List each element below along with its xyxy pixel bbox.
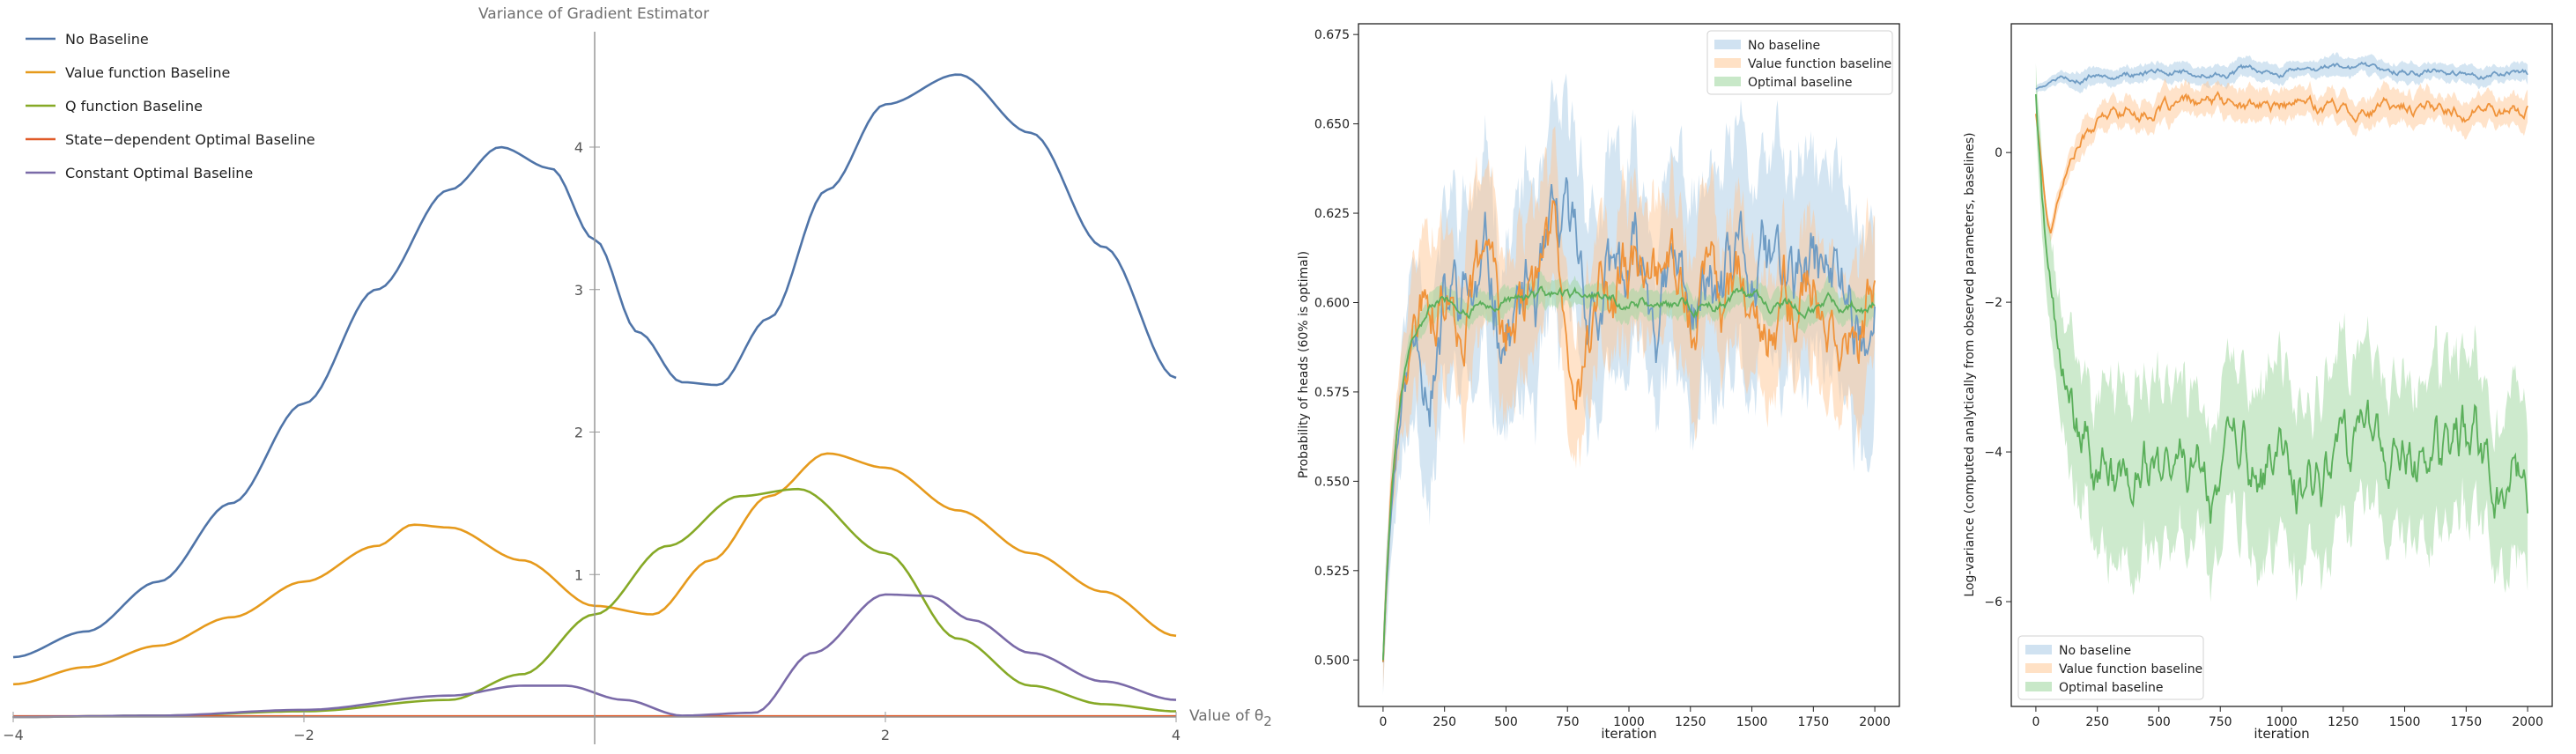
p3-legend-label: No baseline [2059,644,2131,658]
chart1-ytick-label: 2 [574,425,583,441]
p2-xtick-label: 250 [1432,715,1456,729]
chart1-xtick-label: 4 [1172,727,1181,743]
panel-probability-heads: 0 250 500 750 1000 1250 1500 1750 2000 0.500 0.525… [1297,23,1900,742]
p2-ytick-label: 0.500 [1314,654,1350,668]
chart2-legend: No baseline Value function baseline Optima… [1706,30,1893,95]
p3-xtick-label: 1500 [2389,715,2421,729]
p3-xtick-label: 0 [2032,715,2039,729]
p2-xtick-label: 1250 [1675,715,1706,729]
chart3-legend: No baseline Value function baseline Optima… [2017,635,2204,700]
chart1-xlabel-sub: 2 [1263,713,1272,729]
p2-legend-swatch [1714,40,1741,49]
p2-line-value-function-baseline [1382,200,1876,662]
p2-band-no-baseline [1382,73,1876,695]
chart1-legend: No Baseline Value function Baseline Q func… [26,31,315,181]
p3-line-no-baseline [2035,61,2528,90]
chart1-ticks: −4 −2 2 4 1 2 3 4 [3,139,1181,743]
p2-ytick-label: 0.675 [1314,28,1350,42]
p2-ytick-label: 0.625 [1314,207,1350,221]
chart1-xlabel-main: Value of θ [1189,707,1263,725]
panel-variance-gradient: Variance of Gradient Estimator −4 −2 2 4 1 2 3… [3,5,1272,744]
p3-line-value-function-baseline [2035,91,2528,234]
p3-ytick-label: 0 [1995,146,2002,160]
p3-xtick-label: 500 [2147,715,2171,729]
p2-legend-label: Value function baseline [1748,57,1891,71]
chart2-bands [1382,73,1876,695]
p3-xtick-label: 1000 [2266,715,2298,729]
p2-ytick-label: 0.650 [1314,118,1350,132]
p3-legend-swatch [2025,645,2052,654]
p2-legend-label: No baseline [1748,39,1820,53]
p2-legend-box [1706,30,1893,95]
p3-band-value-function-baseline [2035,78,2528,242]
p2-ytick-label: 0.550 [1314,475,1350,489]
chart2-xlabel: iteration [1601,726,1656,742]
p3-legend-swatch [2025,682,2052,691]
p2-line-optimal-baseline [1382,285,1876,661]
p3-legend-label: Optimal baseline [2059,681,2163,695]
chart3-xlabel: iteration [2254,726,2309,742]
chart3-lines [2035,61,2528,524]
chart2-ticks: 0 250 500 750 1000 1250 1500 1750 2000 0.500 0.525… [1314,28,1891,729]
p2-ytick-label: 0.575 [1314,386,1350,400]
chart1-ytick-label: 1 [574,566,583,583]
p2-legend-swatch [1714,58,1741,68]
p2-xtick-label: 2000 [1859,715,1891,729]
p3-legend-label: Value function baseline [2059,662,2202,676]
p3-ytick-label: −4 [1984,446,2002,460]
chart1-ytick-label: 3 [574,282,583,299]
p2-band-value-function-baseline [1382,126,1876,691]
chart1-legend-label: State−dependent Optimal Baseline [65,131,315,148]
p2-legend-label: Optimal baseline [1748,76,1852,90]
chart2-lines [1382,177,1876,662]
chart2-ylabel: Probability of heads (60% is optimal) [1297,251,1311,478]
p3-band-no-baseline [2035,52,2528,94]
p2-xtick-label: 1000 [1613,715,1645,729]
p3-ytick-label: −6 [1984,595,2002,610]
chart1-xtick-label: −4 [3,727,24,743]
p2-xtick-label: 750 [1556,715,1580,729]
p2-xtick-label: 1500 [1736,715,1768,729]
chart1-legend-label: Value function Baseline [65,64,230,81]
p3-band-optimal-baseline [2035,63,2528,602]
p2-ytick-label: 0.600 [1314,296,1350,310]
chart3-ylabel: Log-variance (computed analytically from… [1963,132,1977,596]
chart1-ytick-label: 4 [574,139,583,156]
p3-legend-box [2017,635,2204,700]
chart1-legend-label: Q function Baseline [65,98,203,115]
p2-legend-swatch [1714,77,1741,86]
chart3-bands [2035,52,2528,602]
p2-xtick-label: 0 [1379,715,1387,729]
p3-line-optimal-baseline [2035,93,2528,524]
chart1-title: Variance of Gradient Estimator [478,5,709,23]
p3-legend-swatch [2025,663,2052,673]
p3-xtick-label: 2000 [2512,715,2543,729]
chart1-xlabel: Value of θ2 [1189,707,1272,729]
chart1-legend-label: Constant Optimal Baseline [65,165,253,181]
p3-xtick-label: 750 [2209,715,2232,729]
p3-xtick-label: 1750 [2450,715,2482,729]
p3-xtick-label: 1250 [2328,715,2359,729]
p2-ytick-label: 0.525 [1314,565,1350,579]
chart3-ticks: 0 250 500 750 1000 1250 1500 1750 2000 0 −2 −4 −6 [1984,146,2543,729]
p2-xtick-label: 500 [1494,715,1518,729]
chart1-xtick-label: −2 [293,727,315,743]
chart1-legend-label: No Baseline [65,31,149,48]
p3-xtick-label: 250 [2085,715,2109,729]
p3-ytick-label: −2 [1984,296,2002,310]
chart1-xtick-label: 2 [881,727,890,743]
panel-log-variance: 0 250 500 750 1000 1250 1500 1750 2000 0 −2 −4 −6 it… [1963,23,2553,742]
p2-xtick-label: 1750 [1797,715,1829,729]
